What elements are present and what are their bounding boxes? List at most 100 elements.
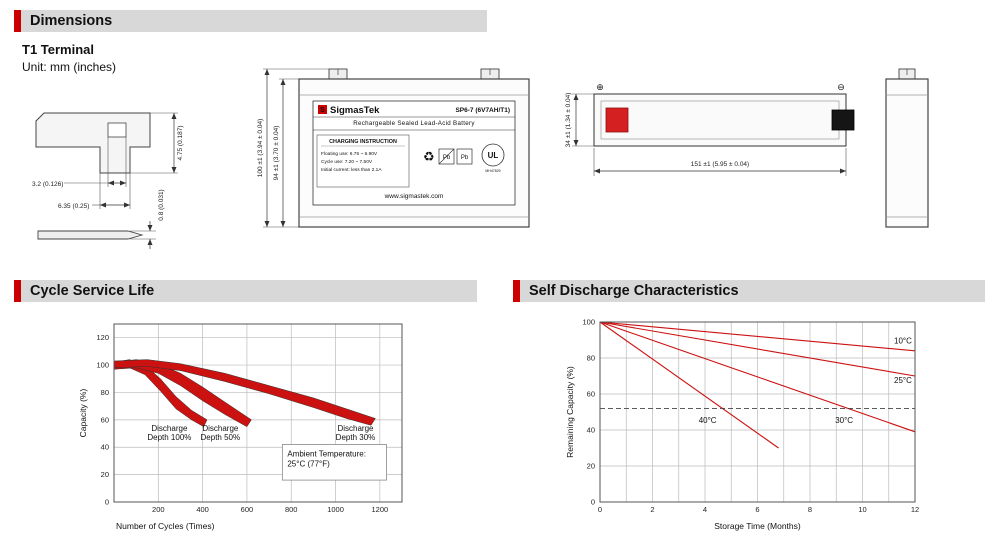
chart-annotation-label: 30°C [835, 416, 853, 425]
svg-text:120: 120 [96, 333, 109, 342]
svg-text:0: 0 [598, 505, 602, 514]
charging-instruction-box: CHARGING INSTRUCTION Floating use: 6.75 … [316, 134, 410, 188]
dim-text-case-height: 94 ±1 (3.70 ± 0.04) [273, 126, 280, 181]
section-title: Cycle Service Life [30, 283, 155, 299]
brand-logo-letter: S [320, 107, 325, 114]
terminal-type-title: T1 Terminal [22, 42, 95, 57]
svg-text:40: 40 [587, 426, 595, 435]
series-line [599, 321, 916, 377]
charging-title: CHARGING INSTRUCTION [329, 139, 397, 145]
y-axis-title: Remaining Capacity (%) [565, 366, 575, 458]
positive-terminal-symbol: ⊕ [596, 82, 604, 92]
top-view-case [593, 93, 855, 147]
svg-text:80: 80 [587, 354, 595, 363]
chart-annotation-label: Discharge Depth 30% [336, 424, 376, 442]
charging-line-1: Floating use: 6.75 ~ 6.90V [321, 151, 378, 157]
unit-label: Unit: mm (inches) [22, 60, 117, 74]
dim-151: 151 ±1 (5.95 ± 0.04) [593, 148, 847, 176]
svg-text:6: 6 [755, 505, 759, 514]
charging-line-2: Cycle use: 7.20 ~ 7.50V [321, 159, 373, 165]
dim-34: 34 ±1 (1.34 ± 0.04) [565, 93, 594, 148]
terminal-blade-side-view [37, 230, 144, 240]
section-header-dimensions: Dimensions [14, 10, 487, 32]
dim-text-thickness: 0.8 (0.031) [158, 189, 165, 220]
svg-text:0: 0 [591, 498, 595, 507]
svg-text:40: 40 [101, 443, 109, 452]
dim-4-75: 4.75 (0.187) [130, 112, 184, 174]
y-axis-title: Capacity (%) [78, 389, 88, 438]
svg-text:600: 600 [241, 505, 254, 514]
battery-side-view [885, 68, 929, 228]
negative-terminal-block [831, 109, 855, 131]
svg-text:Pb: Pb [443, 155, 451, 161]
x-axis-title: Storage Time (Months) [714, 521, 801, 531]
battery-top-view: ⊕ ⊖ 34 ±1 (1.34 ± 0.04) 151 ±1 (5.95 ± 0… [565, 82, 855, 176]
svg-text:4: 4 [703, 505, 707, 514]
red-accent-bar [513, 280, 520, 302]
svg-text:1200: 1200 [372, 505, 389, 514]
dim-6-35: 6.35 (0.25) [58, 173, 131, 210]
svg-text:8: 8 [808, 505, 812, 514]
section-title: Self Discharge Characteristics [529, 283, 739, 299]
chart-annotation-label: 40°C [699, 416, 717, 425]
chart-annotation-label: Discharge Depth 100% [147, 424, 191, 442]
website-text: www.sigmastek.com [384, 193, 444, 200]
model-number: SP6-7 (6V7AH/T1) [455, 107, 510, 114]
svg-text:800: 800 [285, 505, 298, 514]
svg-text:Pb: Pb [461, 155, 469, 161]
pb-mark-1: Pb [438, 148, 455, 165]
svg-text:2: 2 [650, 505, 654, 514]
battery-label: S SigmasTek SP6-7 (6V7AH/T1) Rechargeabl… [312, 100, 516, 206]
negative-terminal-symbol: ⊖ [837, 82, 845, 92]
cycle-service-life-chart: 200 400 600 800 1000 1200 0 20 40 60 80 100 120 Disch… [78, 323, 403, 531]
dim-text-depth: 34 ±1 (1.34 ± 0.04) [565, 93, 572, 148]
red-accent-bar [14, 10, 21, 32]
dim-100: 100 ±1 (3.94 ± 0.04) [257, 68, 329, 228]
dim-text-height: 4.75 (0.187) [177, 125, 184, 160]
svg-text:400: 400 [196, 505, 209, 514]
terminal-cross-section [35, 112, 151, 174]
svg-text:20: 20 [587, 462, 595, 471]
dim-text-length: 151 ±1 (5.95 ± 0.04) [691, 161, 749, 168]
svg-text:60: 60 [101, 415, 109, 424]
battery-front-view: 100 ±1 (3.94 ± 0.04) 94 ±1 (3.70 ± 0.04)… [257, 68, 530, 228]
dim-text-width: 6.35 (0.25) [58, 203, 89, 210]
svg-text:12: 12 [911, 505, 919, 514]
dim-0-8: 0.8 (0.031) [130, 189, 165, 249]
svg-text:80: 80 [101, 388, 109, 397]
ul-mark-icon: UL MH47829 [481, 143, 505, 173]
charging-line-3: Initial current: less than 2.1A [321, 167, 382, 173]
svg-text:0: 0 [105, 498, 109, 507]
section-title: Dimensions [30, 13, 113, 29]
svg-text:100: 100 [582, 318, 595, 327]
brand-logo-icon [318, 105, 327, 114]
svg-text:20: 20 [101, 470, 109, 479]
positive-terminal-block [605, 107, 629, 133]
terminal-detail-drawing: 4.75 (0.187) 3.2 (0.126) 6.35 (0.25) 0.8… [32, 112, 184, 249]
self-discharge-chart: 0 2 4 6 8 10 12 0 20 40 60 80 100 10°C 25°C 40°C 30°C Rem… [565, 318, 919, 532]
svg-text:200: 200 [152, 505, 165, 514]
battery-type-line: Rechargeable Sealed Lead-Acid Battery [353, 120, 475, 127]
dim-94: 94 ±1 (3.70 ± 0.04) [273, 78, 299, 227]
chart-annotation-label: 25°C [894, 376, 912, 385]
dim-text-slot: 3.2 (0.126) [32, 181, 63, 188]
svg-text:60: 60 [587, 390, 595, 399]
series-line [599, 321, 779, 449]
ul-file-number: MH47829 [485, 169, 500, 173]
dim-3-2: 3.2 (0.126) [32, 137, 127, 188]
ambient-temperature-note: Ambient Temperature: 25°C (77°F) [287, 449, 366, 468]
svg-text:100: 100 [96, 361, 109, 370]
chart-annotation-label: 10°C [894, 337, 912, 346]
pb-mark-2: Pb [456, 148, 473, 165]
red-accent-bar [14, 280, 21, 302]
svg-text:1000: 1000 [327, 505, 344, 514]
brand-name: SigmasTek [330, 105, 380, 116]
section-header-cycle-service-life: Cycle Service Life [14, 280, 477, 302]
section-header-self-discharge: Self Discharge Characteristics [513, 280, 985, 302]
svg-text:10: 10 [858, 505, 866, 514]
svg-text:UL: UL [488, 151, 499, 160]
discharge-band [113, 359, 376, 426]
chart-annotation-label: Discharge Depth 50% [201, 424, 241, 442]
series-line [599, 321, 916, 352]
x-axis-title: Number of Cycles (Times) [116, 521, 215, 531]
